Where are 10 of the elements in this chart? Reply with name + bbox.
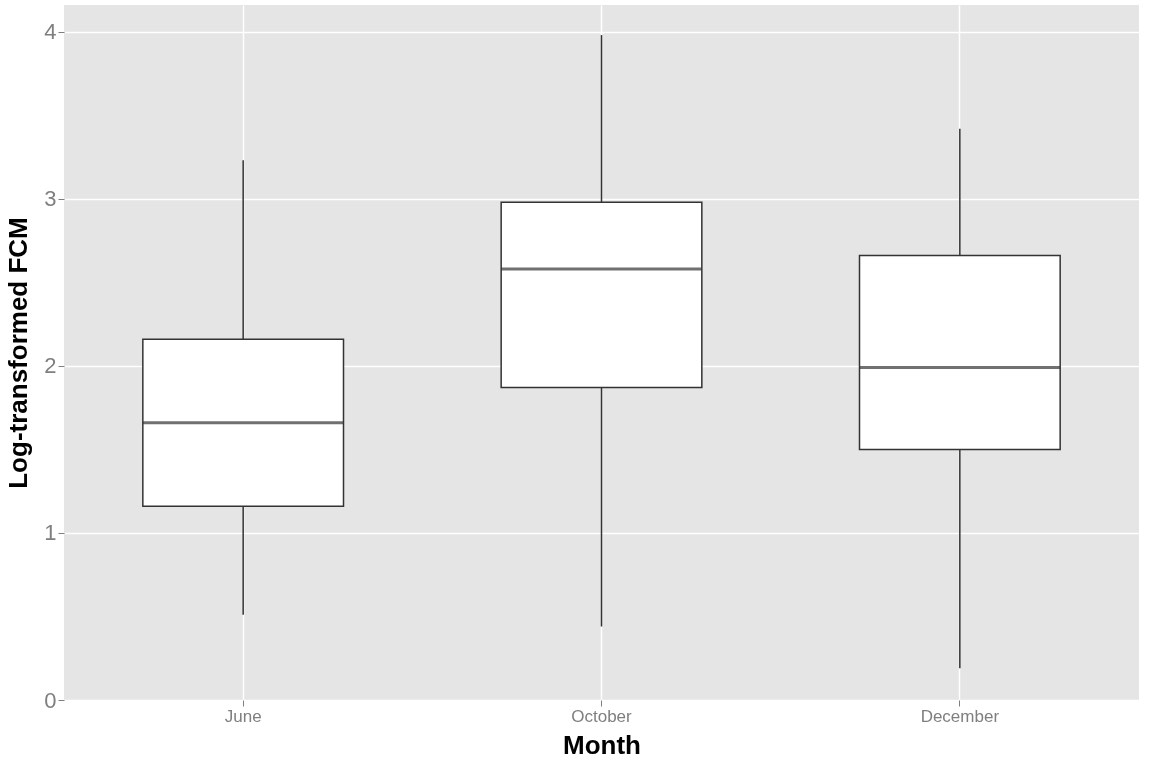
y-tick-label: 2 bbox=[44, 353, 57, 379]
x-tick-label: October bbox=[571, 706, 633, 726]
y-tick-label: 3 bbox=[44, 186, 57, 212]
y-axis-title: Log-transformed FCM bbox=[3, 217, 34, 489]
y-tick-label: 0 bbox=[44, 687, 57, 713]
x-tick-label: December bbox=[920, 706, 1000, 726]
y-tick-label: 4 bbox=[44, 19, 57, 45]
x-axis-title: Month bbox=[563, 729, 641, 760]
x-tick-label: June bbox=[224, 706, 262, 726]
y-tick-label: 1 bbox=[44, 520, 57, 546]
